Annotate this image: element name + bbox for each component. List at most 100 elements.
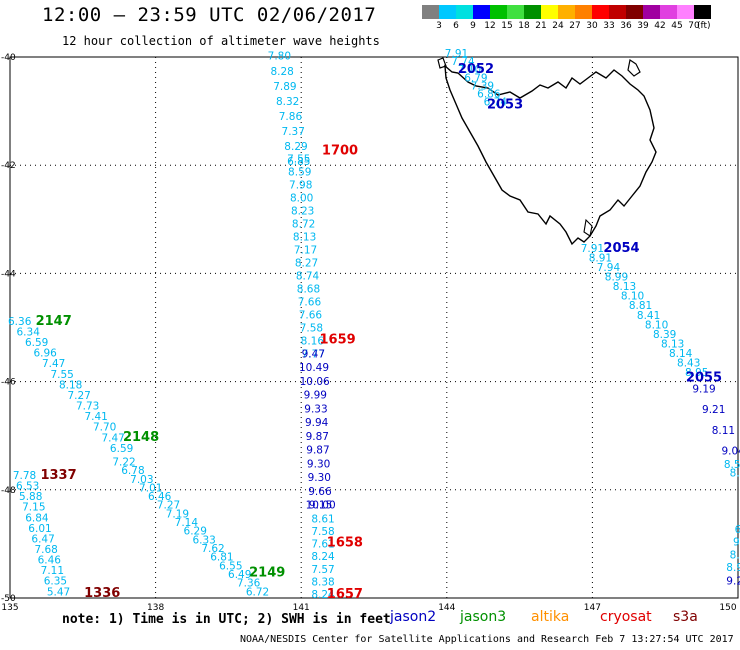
wave-height-value: 9.66 xyxy=(308,486,332,498)
color-scale-swatch xyxy=(643,5,660,19)
wave-height-value: 9.47 xyxy=(302,348,325,360)
wave-height-value: 8.68 xyxy=(297,283,320,295)
wave-height-value: 10.49 xyxy=(299,362,329,374)
lat-tick-label: -48 xyxy=(1,486,16,496)
wave-height-value: 9. xyxy=(733,537,740,549)
wave-height-value: 8.13 xyxy=(661,338,684,350)
wave-height-value: 8.59 xyxy=(288,166,311,178)
wave-height-value: 9.19 xyxy=(692,383,715,395)
lat-tick-label: -42 xyxy=(1,161,16,171)
wave-height-value: 7.17 xyxy=(294,244,317,256)
wave-height-value: 8.61 xyxy=(311,513,334,525)
lat-tick-label: -44 xyxy=(1,269,16,279)
wave-height-value: 6.47 xyxy=(31,533,54,545)
wave-height-value: 7.61 xyxy=(311,539,334,551)
color-scale-label: 21 xyxy=(535,21,547,31)
wave-height-value: 8.00 xyxy=(290,192,313,204)
color-scale-label: 27 xyxy=(569,21,581,31)
map-frame xyxy=(9,56,739,599)
lat-tick-label: -46 xyxy=(1,378,16,388)
color-scale-label: 39 xyxy=(637,21,649,31)
wave-height-value: 7.98 xyxy=(289,179,312,191)
color-scale-swatch xyxy=(609,5,626,19)
wave-height-value: 8.41 xyxy=(637,310,660,322)
wave-height-value: 6 xyxy=(735,524,740,536)
pass-number-label: 2147 xyxy=(36,314,72,329)
altimeter-tracks: 7.808.287.898.327.867.378.296.857.558.59… xyxy=(8,48,740,601)
wave-height-value: 7.77 xyxy=(302,348,325,360)
wave-height-value: 9.15 xyxy=(309,500,332,512)
pass-number-label: 1657 xyxy=(327,587,363,602)
color-scale-swatch xyxy=(660,5,677,19)
wave-height-value: 9.21 xyxy=(702,404,725,416)
lat-tick-label: -50 xyxy=(1,594,16,604)
satellite-legend-jason2: jason2 xyxy=(390,609,437,625)
wave-height-value: 6.74 xyxy=(484,97,508,109)
color-scale-label: 24 xyxy=(552,21,564,31)
king-island xyxy=(437,57,447,69)
wave-height-value: 9.87 xyxy=(306,431,329,443)
wave-height-value: 9.30 xyxy=(308,472,331,484)
credit-line: NOAA/NESDIS Center for Satellite Applica… xyxy=(240,634,734,645)
color-scale-label: 18 xyxy=(518,21,530,31)
wave-height-value: 7.62 xyxy=(201,543,224,555)
wave-height-value: 7.66 xyxy=(298,296,322,308)
lon-tick-label: 147 xyxy=(584,603,601,613)
pass-number-label: 1337 xyxy=(40,468,76,483)
flinders-island xyxy=(627,59,641,77)
wave-height-value: 8.91 xyxy=(589,252,612,264)
wave-height-value: 8.8 xyxy=(730,549,740,561)
pass-number-label: 2052 xyxy=(458,62,494,77)
wave-height-value: 6.79 xyxy=(464,72,487,84)
wave-height-value: 7.66 xyxy=(299,309,323,321)
pass-number-label: 2054 xyxy=(603,241,639,256)
page-title: 12:00 – 23:59 UTC 02/06/2017 xyxy=(42,4,377,26)
wave-height-value: 6.46 xyxy=(148,491,172,503)
wave-height-value: 7.80 xyxy=(268,51,291,63)
pass-number-label: 1658 xyxy=(327,536,363,551)
wave-height-value: 8.14 xyxy=(669,348,693,360)
wave-height-value: 7.27 xyxy=(67,390,90,402)
wave-height-value: 8.32 xyxy=(276,96,299,108)
color-scale-swatch xyxy=(473,5,490,19)
wave-height-value: 9.87 xyxy=(306,445,329,457)
wave-height-value: 6.55 xyxy=(219,560,242,572)
pass-number-label: 2149 xyxy=(249,565,285,580)
wave-height-value: 8.99 xyxy=(605,271,628,283)
color-scale-label: 12 xyxy=(484,21,496,31)
wave-height-value: 7.58 xyxy=(300,322,323,334)
wave-height-value: 7.91 xyxy=(445,48,468,60)
color-scale-label: 36 xyxy=(620,21,632,31)
wave-height-value: 7.14 xyxy=(175,517,199,529)
footnote: note: 1) Time is in UTC; 2) SWH is in fe… xyxy=(62,612,391,627)
color-scale-swatch xyxy=(541,5,558,19)
wave-height-value: 8.18 xyxy=(59,379,82,391)
color-scale-swatch xyxy=(524,5,541,19)
wave-height-value: 6.01 xyxy=(28,523,51,535)
wave-height-value: 7.15 xyxy=(22,502,45,514)
color-scale-swatch xyxy=(558,5,575,19)
wave-height-value: 9.26 xyxy=(726,575,740,587)
wave-height-value: 7.73 xyxy=(76,401,99,413)
wave-height-value: 7.10 xyxy=(458,64,481,76)
pass-number-label: 1700 xyxy=(322,143,358,158)
wave-height-value: 7.91 xyxy=(581,243,604,255)
wave-height-value: 8.90 xyxy=(726,562,740,574)
wave-height-value: 9.04 xyxy=(721,446,740,458)
wave-height-value: 6.59 xyxy=(25,337,48,349)
wave-height-value: 8.16 xyxy=(301,335,325,347)
wave-height-value: 5.47 xyxy=(47,586,70,598)
color-scale-label: 15 xyxy=(501,21,513,31)
wave-height-value: 7.57 xyxy=(311,564,334,576)
wave-height-value: 6.59 xyxy=(110,443,133,455)
wave-height-value: 9.94 xyxy=(305,417,329,429)
lon-tick-label: 138 xyxy=(147,603,164,613)
wave-height-value: 8.43 xyxy=(677,358,700,370)
wave-height-value: 8.38 xyxy=(311,576,334,588)
wave-height-value: 6.49 xyxy=(228,569,251,581)
wave-height-value: 7.58 xyxy=(311,526,334,538)
pass-number-label: 2148 xyxy=(123,430,159,445)
wave-height-value: 8.13 xyxy=(293,231,316,243)
pass-number-label: 1336 xyxy=(84,586,120,601)
